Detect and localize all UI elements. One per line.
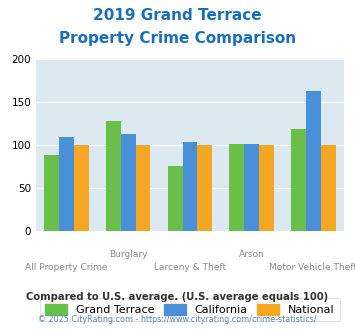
Bar bbox=[229, 144, 244, 231]
Text: Compared to U.S. average. (U.S. average equals 100): Compared to U.S. average. (U.S. average … bbox=[26, 292, 329, 302]
Text: © 2025 CityRating.com - https://www.cityrating.com/crime-statistics/: © 2025 CityRating.com - https://www.city… bbox=[38, 315, 317, 324]
Text: All Property Crime: All Property Crime bbox=[25, 263, 108, 272]
Text: Motor Vehicle Theft: Motor Vehicle Theft bbox=[269, 263, 355, 272]
Bar bbox=[291, 129, 306, 231]
Bar bbox=[136, 145, 151, 231]
Bar bbox=[121, 134, 136, 231]
Bar bbox=[197, 145, 212, 231]
Bar bbox=[168, 166, 182, 231]
Text: Burglary: Burglary bbox=[109, 250, 147, 259]
Text: Property Crime Comparison: Property Crime Comparison bbox=[59, 31, 296, 46]
Bar bbox=[74, 145, 89, 231]
Bar bbox=[244, 144, 259, 231]
Text: 2019 Grand Terrace: 2019 Grand Terrace bbox=[93, 8, 262, 23]
Text: Arson: Arson bbox=[239, 250, 264, 259]
Legend: Grand Terrace, California, National: Grand Terrace, California, National bbox=[40, 298, 340, 321]
Bar bbox=[321, 145, 336, 231]
Bar bbox=[59, 137, 74, 231]
Bar bbox=[106, 121, 121, 231]
Bar bbox=[182, 142, 197, 231]
Bar bbox=[306, 91, 321, 231]
Bar bbox=[259, 145, 274, 231]
Bar bbox=[44, 155, 59, 231]
Text: Larceny & Theft: Larceny & Theft bbox=[154, 263, 226, 272]
